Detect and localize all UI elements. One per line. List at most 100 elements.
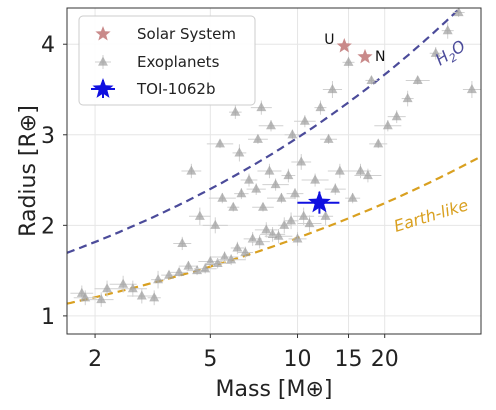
y-tick-label: 4 (41, 33, 55, 58)
exoplanet-point (453, 8, 464, 17)
solar-system-point-label: U (324, 32, 334, 48)
exoplanet-point (283, 170, 294, 180)
exoplanet-point (251, 183, 262, 193)
legend: Solar System Exoplanets TOI-1062b (78, 15, 256, 106)
exoplanet-point (279, 219, 290, 229)
exoplanet-point (304, 218, 315, 228)
exoplanet-point (412, 74, 423, 85)
legend-entry-label: Solar System (137, 25, 236, 43)
y-tick-label: 1 (41, 305, 55, 330)
exoplanet-point (286, 215, 297, 225)
exoplanet-point (80, 292, 91, 302)
exoplanet-point (205, 256, 216, 266)
legend-toi-1062b-marker (92, 78, 114, 98)
exoplanet-point (267, 228, 278, 238)
x-axis-label: Mass [M⊕] (216, 377, 333, 402)
exoplanet-point (442, 25, 453, 35)
exoplanet-point (264, 165, 275, 175)
exoplanet-point (219, 251, 230, 261)
exoplanet-point (212, 257, 223, 267)
plot-frame (66, 7, 482, 335)
exoplanet-point (96, 294, 107, 304)
exoplanet-point (327, 84, 338, 94)
legend-solar-system-marker (95, 26, 111, 41)
exoplanet-point (466, 84, 477, 94)
exoplanet-point (402, 93, 413, 103)
exoplanet-point (391, 111, 402, 121)
exoplanet-point (247, 233, 258, 243)
x-tick-label: 15 (335, 347, 363, 372)
exoplanet-point (234, 147, 245, 157)
exoplanet-point (334, 165, 345, 175)
exoplanet-point (232, 242, 243, 252)
y-tick-label: 2 (41, 214, 55, 239)
exoplanet-point (236, 188, 247, 198)
exoplanet-point (210, 219, 221, 229)
exoplanet-point (320, 210, 331, 220)
exoplanet-point (215, 138, 225, 148)
y-axis-label: Radius [R⊕] (16, 105, 41, 237)
exoplanet-point (362, 170, 373, 180)
exoplanet-point (355, 165, 366, 175)
solar-system-point (336, 38, 352, 53)
data-points (70, 8, 481, 307)
exoplanet-point (244, 174, 254, 184)
exoplanet-point (177, 237, 188, 248)
exoplanet-point (296, 156, 307, 166)
exoplanet-point (347, 192, 358, 202)
exoplanet-point (136, 290, 147, 300)
exoplanet-point (298, 210, 309, 220)
exoplanet-point (270, 179, 281, 189)
exoplanet-point (174, 266, 185, 276)
toi-1062b-point (308, 190, 331, 213)
exoplanet-point (258, 201, 268, 211)
exoplanet-point (226, 254, 237, 264)
exoplanet-point (273, 230, 284, 240)
exoplanet-point (323, 133, 334, 143)
exoplanet-point (118, 278, 129, 288)
exoplanet-point (261, 224, 272, 234)
exoplanet-point (200, 263, 211, 273)
exoplanet-point (299, 115, 310, 125)
exoplanet-point (382, 120, 393, 130)
exoplanet-point (149, 292, 160, 302)
exoplanet-point (266, 120, 276, 130)
legend-entry-label: TOI-1062b (136, 80, 216, 98)
exoplanet-point (252, 133, 263, 143)
x-tick-label: 10 (284, 347, 312, 372)
exoplanet-point (256, 102, 267, 112)
legend-exoplanet-marker (98, 56, 108, 66)
exoplanet-point (310, 174, 321, 184)
exoplanet-point (192, 265, 203, 275)
exoplanet-point (153, 274, 164, 284)
axis-ticks: 2 5 10 15 20 1 2 3 4 (41, 33, 399, 372)
exoplanet-point (276, 192, 287, 202)
legend-entry-label: Exoplanets (137, 53, 220, 71)
exoplanet-point (292, 233, 303, 243)
exoplanet-point (164, 269, 174, 279)
exoplanet-point (230, 106, 241, 116)
exoplanet-point (127, 283, 138, 293)
exoplanet-point (217, 192, 228, 202)
exoplanet-point (240, 247, 251, 257)
exoplanet-point (430, 47, 441, 57)
x-tick-label: 20 (371, 347, 399, 372)
exoplanet-point (330, 183, 341, 193)
exoplanet-point (183, 260, 194, 270)
exoplanet-point (228, 201, 239, 211)
exoplanet-point (186, 165, 197, 175)
solar-system-point-label: N (375, 49, 385, 65)
exoplanet-point (343, 56, 354, 66)
exoplanet-point (366, 74, 377, 85)
exoplanet-point (373, 138, 384, 148)
y-tick-label: 3 (41, 124, 55, 149)
exoplanet-point (194, 210, 205, 220)
x-tick-label: 2 (88, 347, 102, 372)
solar-system-point (357, 48, 373, 64)
exoplanet-point (102, 283, 113, 293)
model-curves (67, 8, 481, 305)
curve-1 (67, 155, 481, 305)
exoplanet-point (254, 236, 265, 246)
exoplanet-point (290, 188, 300, 198)
